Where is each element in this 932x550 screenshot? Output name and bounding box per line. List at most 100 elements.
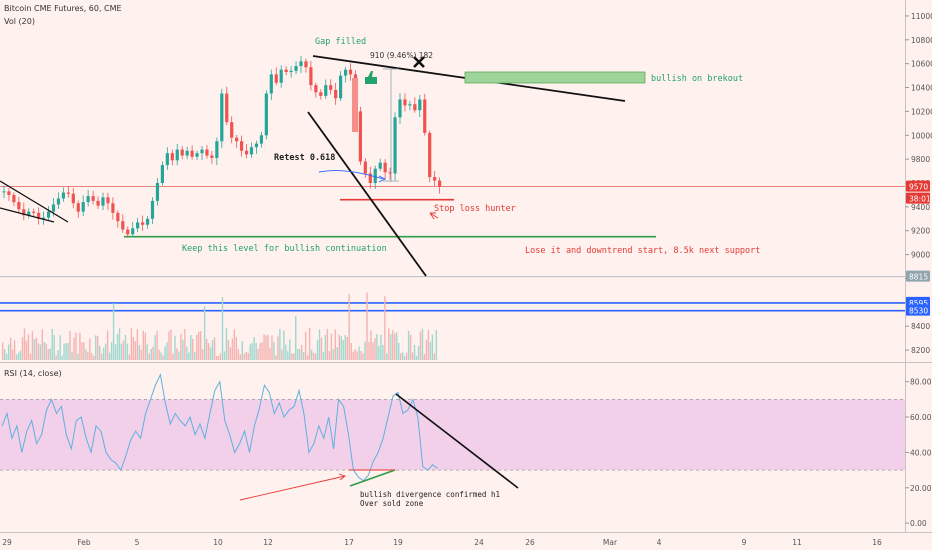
volume-bar [348,293,350,360]
price-tick-label: 8400 [911,322,930,331]
volume-bar [299,349,301,360]
candle-body [61,192,65,199]
volume-bar [178,351,180,360]
volume-bar [287,351,289,360]
volume-bar [180,333,182,360]
volume-bar [85,349,87,360]
volume-bar [215,355,218,360]
candle-body [136,222,140,229]
volume-bar [112,303,115,360]
price-tag-bg [906,192,930,204]
volume-bar [156,330,158,360]
volume-bar [398,342,400,360]
candle-body [289,70,293,73]
candle-body [91,196,95,201]
volume-bar [49,348,51,360]
volume-bar [101,353,103,360]
volume-bar [293,353,295,360]
volume-bar [51,328,53,360]
volume-bar [291,353,293,360]
volume-bar [374,338,376,360]
volume-bar [320,337,323,360]
volume-bar [27,334,30,360]
volume-bar [97,335,99,360]
volume-bar [318,329,321,360]
volume-bar [93,355,95,360]
candle-body [403,99,407,106]
volume-bar [190,335,192,360]
volume-bar [106,330,109,360]
volume-bar [239,354,241,360]
price-tick-label: 9400 [911,203,930,212]
volume-bar [172,353,174,360]
volume-bar [110,342,113,360]
volume-bar [390,333,392,360]
volume-bar [102,347,105,360]
rsi-red-arrow [239,475,346,501]
volume-bar [360,351,362,360]
volume-bar [297,349,299,360]
volume-bar [233,329,236,360]
volume-bar [376,333,378,360]
time-tick-label: 5 [135,538,140,547]
volume-bar [431,334,434,360]
volume-bar [241,341,243,360]
candle-body [433,177,437,181]
volume-bar [17,352,20,360]
candle-body [244,150,249,155]
volume-bar [134,341,137,360]
time-tick-label: 10 [213,538,223,547]
volume-bar [263,334,265,360]
candle-body [358,111,362,162]
candle-body [86,196,90,203]
candles [2,55,442,237]
volume-bar [29,353,32,360]
price-tag-bg [906,270,930,282]
annotation-text: 910 (9.46%) 182 [370,51,433,60]
volume-bar [209,347,212,360]
time-tick-label: Feb [77,538,91,547]
early-channel-top [0,180,69,223]
candle-body [111,203,115,213]
candle-body [264,93,268,136]
volume-bar [300,344,303,360]
volume-bar [401,352,404,360]
rsi-line [1,372,438,482]
volume-bar [57,349,59,360]
volume-bar [423,354,426,360]
candle-body [225,93,229,123]
volume-bar [196,334,198,360]
volume-bar [136,329,139,360]
candle-body [418,99,422,111]
candle-body [185,150,189,156]
volume-bar [124,334,127,360]
volume-bar [279,328,281,360]
volume-bar [33,339,36,360]
volume-bar [89,338,91,360]
volume-bar [330,333,333,360]
candle-body [423,99,427,133]
time-tick-label: 12 [263,538,273,547]
volume-bar [269,348,271,360]
rsi-red-arrow-head [338,473,346,481]
candle-body [413,104,417,111]
volume-bar [23,328,26,360]
volume-bar [174,335,176,360]
price-tick-label: 10600 [911,60,932,69]
volume-bar [411,352,414,360]
time-tick-label: 29 [2,538,12,547]
volume-bar [67,342,69,360]
volume-bar [407,330,410,360]
volume-bar [108,352,111,360]
volume-bar [217,355,220,360]
volume-bar [168,331,170,360]
candle-body [101,197,105,206]
price-tick-label: 8200 [911,346,930,355]
retest-arrow [318,170,384,180]
candle-body [339,75,343,99]
x-mark-icon [413,56,425,68]
volume-bar [146,344,148,360]
volume-bar [35,337,38,360]
